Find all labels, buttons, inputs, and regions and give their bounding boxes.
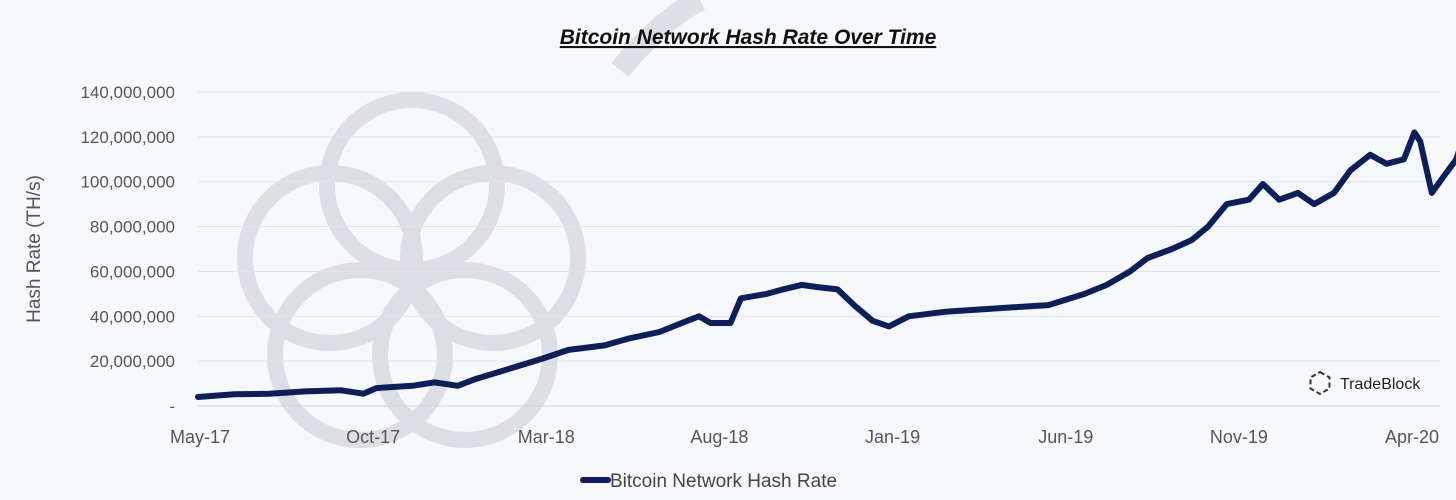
y-tick-label-6: 120,000,000: [80, 128, 175, 147]
y-tick-label-3: 60,000,000: [90, 262, 175, 281]
legend: Bitcoin Network Hash Rate: [580, 471, 837, 492]
tradeblock-logo: TradeBlock: [1309, 370, 1421, 396]
x-tick-label-2: Mar-18: [518, 427, 575, 447]
x-tick-label-5: Jun-19: [1038, 427, 1093, 447]
y-axis-tick-labels: - 20,000,000 40,000,000 60,000,000 80,000,00…: [80, 83, 175, 416]
gridlines: [198, 91, 1440, 362]
x-tick-label-1: Oct-17: [346, 427, 400, 447]
watermark-knot-icon: [237, 0, 706, 448]
y-tick-label-7: 140,000,000: [80, 83, 175, 102]
tradeblock-logo-icon: [1309, 370, 1331, 396]
y-tick-label-2: 40,000,000: [90, 307, 175, 326]
x-tick-label-0: May-17: [170, 427, 230, 447]
series-line-hash-rate: [195, 129, 1456, 400]
y-tick-label-0: -: [169, 397, 175, 416]
chart-title: Bitcoin Network Hash Rate Over Time: [560, 26, 937, 49]
x-tick-label-4: Jan-19: [865, 427, 920, 447]
y-tick-label-4: 80,000,000: [90, 218, 175, 237]
x-tick-label-3: Aug-18: [690, 427, 748, 447]
x-tick-label-7: Apr-20: [1385, 427, 1439, 447]
y-axis-label: Hash Rate (TH/s): [24, 175, 45, 323]
x-axis-tick-labels: May-17 Oct-17 Mar-18 Aug-18 Jan-19 Jun-19 Nov-…: [170, 427, 1439, 447]
legend-label: Bitcoin Network Hash Rate: [610, 471, 837, 492]
y-tick-label-1: 20,000,000: [90, 352, 175, 371]
x-tick-label-6: Nov-19: [1210, 427, 1268, 447]
y-tick-label-5: 100,000,000: [80, 173, 175, 192]
tradeblock-logo-text: TradeBlock: [1340, 376, 1421, 393]
